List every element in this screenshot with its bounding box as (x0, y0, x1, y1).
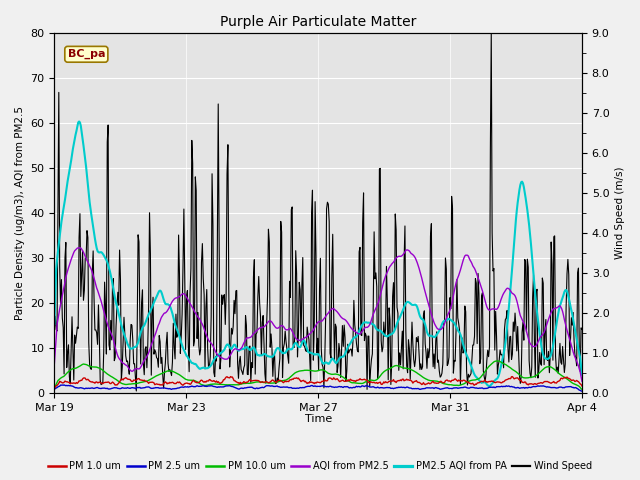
Title: Purple Air Particulate Matter: Purple Air Particulate Matter (220, 15, 417, 29)
X-axis label: Time: Time (305, 414, 332, 424)
Legend: PM 1.0 um, PM 2.5 um, PM 10.0 um, AQI from PM2.5, PM2.5 AQI from PA, Wind Speed: PM 1.0 um, PM 2.5 um, PM 10.0 um, AQI fr… (44, 457, 596, 475)
Y-axis label: Wind Speed (m/s): Wind Speed (m/s) (615, 167, 625, 259)
Y-axis label: Particle Density (ug/m3), AQI from PM2.5: Particle Density (ug/m3), AQI from PM2.5 (15, 106, 25, 320)
Text: BC_pa: BC_pa (68, 49, 105, 60)
